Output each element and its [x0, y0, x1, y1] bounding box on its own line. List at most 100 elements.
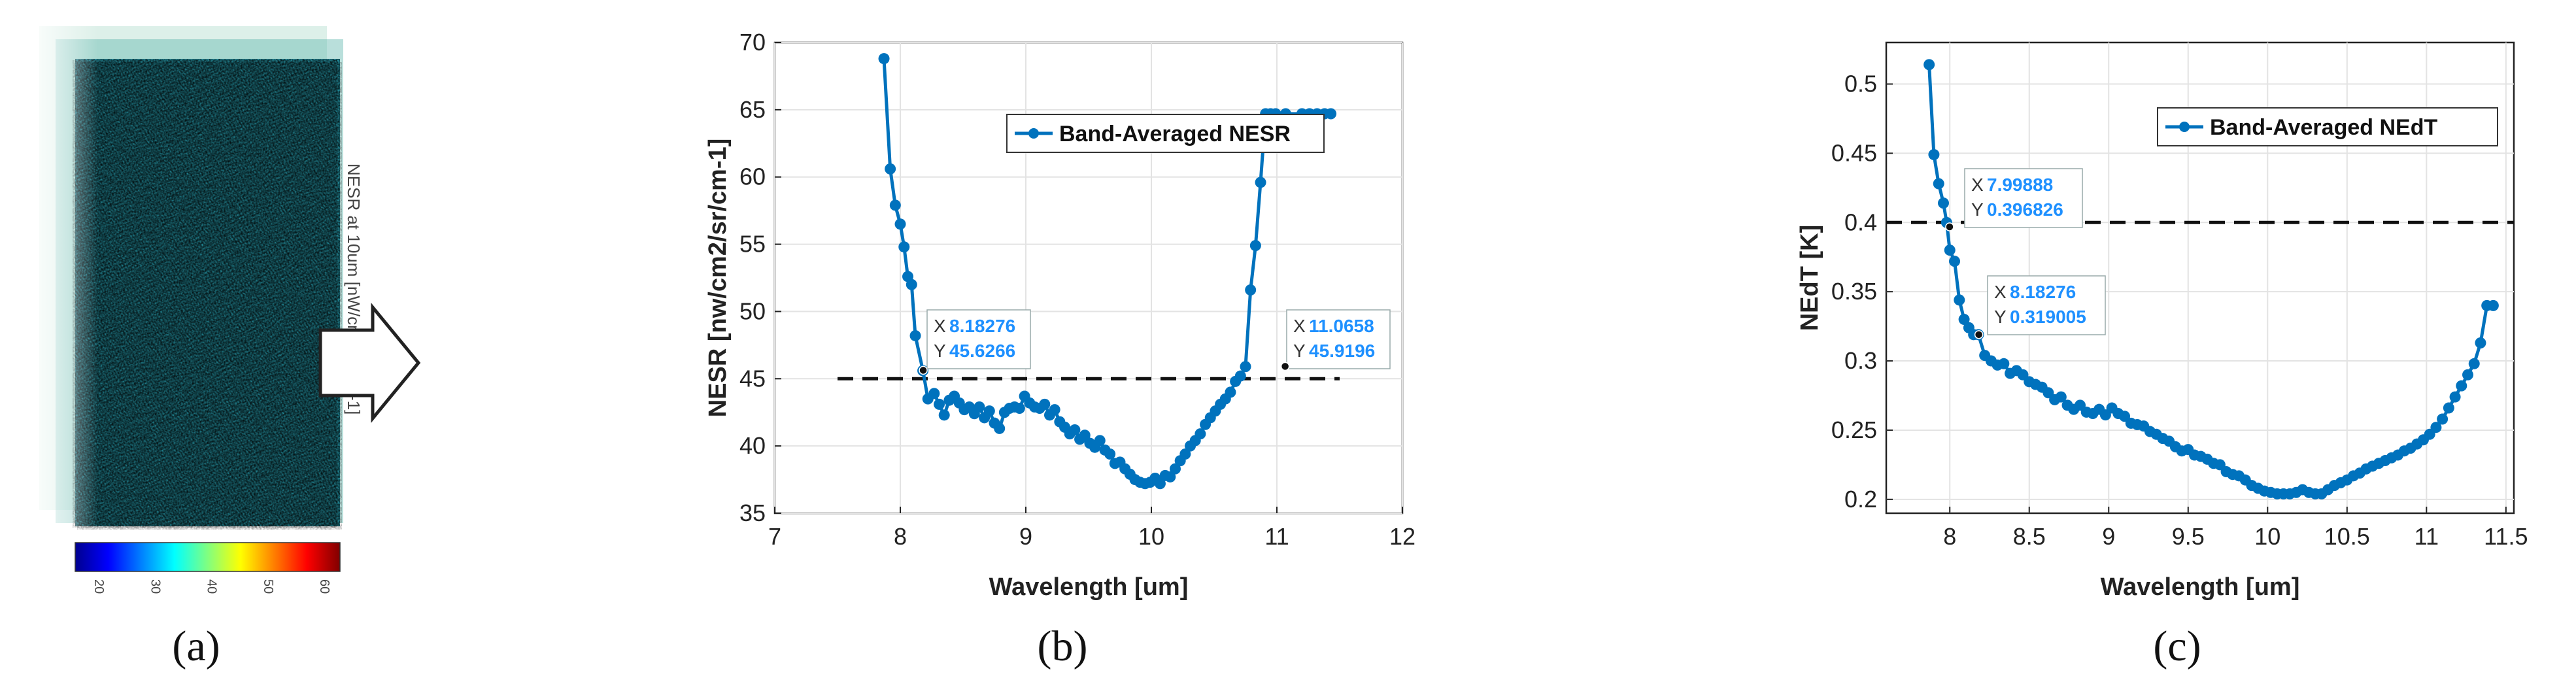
data-point[interactable] [928, 388, 940, 399]
data-point[interactable] [1094, 435, 1106, 447]
data-point[interactable] [1195, 428, 1206, 440]
data-point[interactable] [1933, 178, 1944, 190]
data-point[interactable] [898, 241, 910, 253]
nesr-datatip-2-x-value: 11.0658 [1309, 316, 1374, 336]
data-point[interactable] [1169, 463, 1181, 475]
data-point[interactable] [1325, 108, 1337, 120]
data-point[interactable] [1049, 404, 1060, 416]
data-point[interactable] [2456, 380, 2467, 392]
nedt-chart: 8 8.5 9 9.5 10 10.5 11 11.5 0.20.250.30.350.40.… [1796, 41, 2528, 601]
nedt-datatip-1-y-value: 0.396826 [1987, 199, 2063, 220]
data-point[interactable] [983, 405, 995, 417]
data-point[interactable] [1958, 314, 1970, 326]
data-point[interactable] [1069, 424, 1081, 435]
data-point[interactable] [994, 422, 1006, 434]
x-tick-label: 10.5 [2324, 523, 2370, 550]
nesr-datatip-1-x-value: 8.18276 [949, 316, 1015, 336]
data-point[interactable] [1928, 149, 1940, 161]
x-tick-label: 10 [1138, 523, 1164, 550]
y-tick-label: 0.4 [1844, 209, 1877, 235]
y-tick-label: 50 [739, 297, 766, 324]
data-point[interactable] [2487, 299, 2499, 311]
data-point[interactable] [2430, 422, 2442, 433]
y-tick-label: 0.45 [1831, 139, 1877, 166]
nedt-legend: Band-Averaged NEdT [2157, 107, 2498, 146]
data-point[interactable] [909, 330, 921, 341]
arrow-icon [318, 303, 421, 423]
data-point[interactable] [1079, 430, 1091, 441]
data-point[interactable] [1245, 284, 1257, 296]
data-point[interactable] [1954, 294, 1965, 306]
data-point[interactable] [1240, 361, 1251, 373]
y-tick-label: 35 [739, 499, 766, 526]
nedt-legend-marker [2179, 122, 2190, 132]
panel-label-b: (b) [1038, 622, 1088, 670]
data-point[interactable] [1944, 245, 1956, 256]
data-point[interactable] [1924, 59, 1935, 71]
data-point[interactable] [1104, 448, 1116, 460]
data-point[interactable] [974, 401, 985, 413]
data-point[interactable] [906, 279, 917, 290]
data-point[interactable] [2462, 369, 2474, 380]
nesr-datatip-2[interactable]: X 11.0658 Y 45.9196 [1286, 309, 1391, 369]
data-point[interactable] [934, 398, 945, 410]
y-tick-label: 60 [739, 163, 766, 190]
data-point[interactable] [1013, 403, 1025, 414]
colorbar-tick-label: 50 [261, 579, 275, 594]
y-tick-label: 45 [739, 365, 766, 392]
data-point[interactable] [1179, 448, 1191, 460]
nesr-datatip-2-y-label: Y [1293, 341, 1306, 361]
colorbar-tick-label: 20 [92, 579, 106, 594]
data-point[interactable] [1937, 197, 1949, 209]
y-tick-label: 70 [739, 29, 766, 56]
nesr-datatip-1[interactable]: X 8.18276 Y 45.6266 [926, 309, 1031, 369]
x-tick-label: 8.5 [2013, 523, 2046, 550]
data-point[interactable] [1225, 386, 1236, 398]
data-point[interactable] [1164, 471, 1176, 482]
data-point[interactable] [1249, 240, 1261, 252]
nedt-y-ticks: 0.2 0.25 0.3 0.35 0.4 0.45 0.5 [1831, 71, 1893, 513]
data-point[interactable] [938, 409, 950, 421]
x-tick-label: 11 [1264, 523, 1289, 550]
nedt-datatip-2-x-label: X [1994, 282, 2007, 302]
x-tick-label: 9 [1019, 523, 1032, 550]
data-point[interactable] [2443, 402, 2454, 414]
nedt-datatip-markers [1945, 222, 1984, 339]
data-point[interactable] [1998, 358, 2010, 369]
data-point[interactable] [894, 218, 906, 230]
data-point[interactable] [878, 53, 890, 65]
datatip-marker [1280, 362, 1290, 371]
colorbar-ticks: 20 30 40 50 60 [92, 579, 331, 594]
data-point[interactable] [1234, 370, 1246, 382]
data-point[interactable] [2468, 358, 2480, 369]
data-point[interactable] [885, 163, 896, 175]
data-point[interactable] [1255, 177, 1266, 188]
nesr-datatip-markers [919, 362, 1290, 375]
data-point[interactable] [2055, 391, 2067, 403]
x-tick-label: 10 [2254, 523, 2280, 550]
y-tick-label: 0.35 [1831, 278, 1877, 305]
x-tick-label: 7 [768, 523, 781, 550]
nesr-y-ticks: 35 40 45 50 55 60 65 70 [739, 29, 781, 526]
nesr-legend: Band-Averaged NESR [1006, 114, 1325, 153]
nedt-datatip-1[interactable]: X 7.99888 Y 0.396826 [1964, 168, 2083, 228]
data-point[interactable] [1039, 398, 1051, 410]
data-point[interactable] [1949, 256, 1961, 267]
y-tick-label: 0.2 [1844, 486, 1877, 513]
nedt-x-ticks: 8 8.5 9 9.5 10 10.5 11 11.5 [1943, 507, 2528, 550]
nesr-map-panel: NESR at 10um [nW/cm2/sr/cm-1] 20 30 40 50 60 [39, 26, 421, 594]
data-point[interactable] [2449, 391, 2461, 403]
nedt-datatip-2[interactable]: X 8.18276 Y 0.319005 [1987, 275, 2106, 335]
data-point[interactable] [2475, 337, 2486, 349]
datatip-marker [1974, 330, 1984, 339]
colorbar-tick-label: 60 [317, 579, 331, 594]
nedt-series-points [1924, 59, 2499, 499]
y-tick-label: 40 [739, 432, 766, 459]
data-point[interactable] [2437, 413, 2449, 425]
data-point[interactable] [1154, 478, 1166, 490]
datatip-marker [919, 365, 928, 375]
data-point[interactable] [889, 199, 901, 211]
colorbar-tick-label: 40 [205, 579, 219, 594]
nesr-datatip-1-y-label: Y [934, 341, 946, 361]
